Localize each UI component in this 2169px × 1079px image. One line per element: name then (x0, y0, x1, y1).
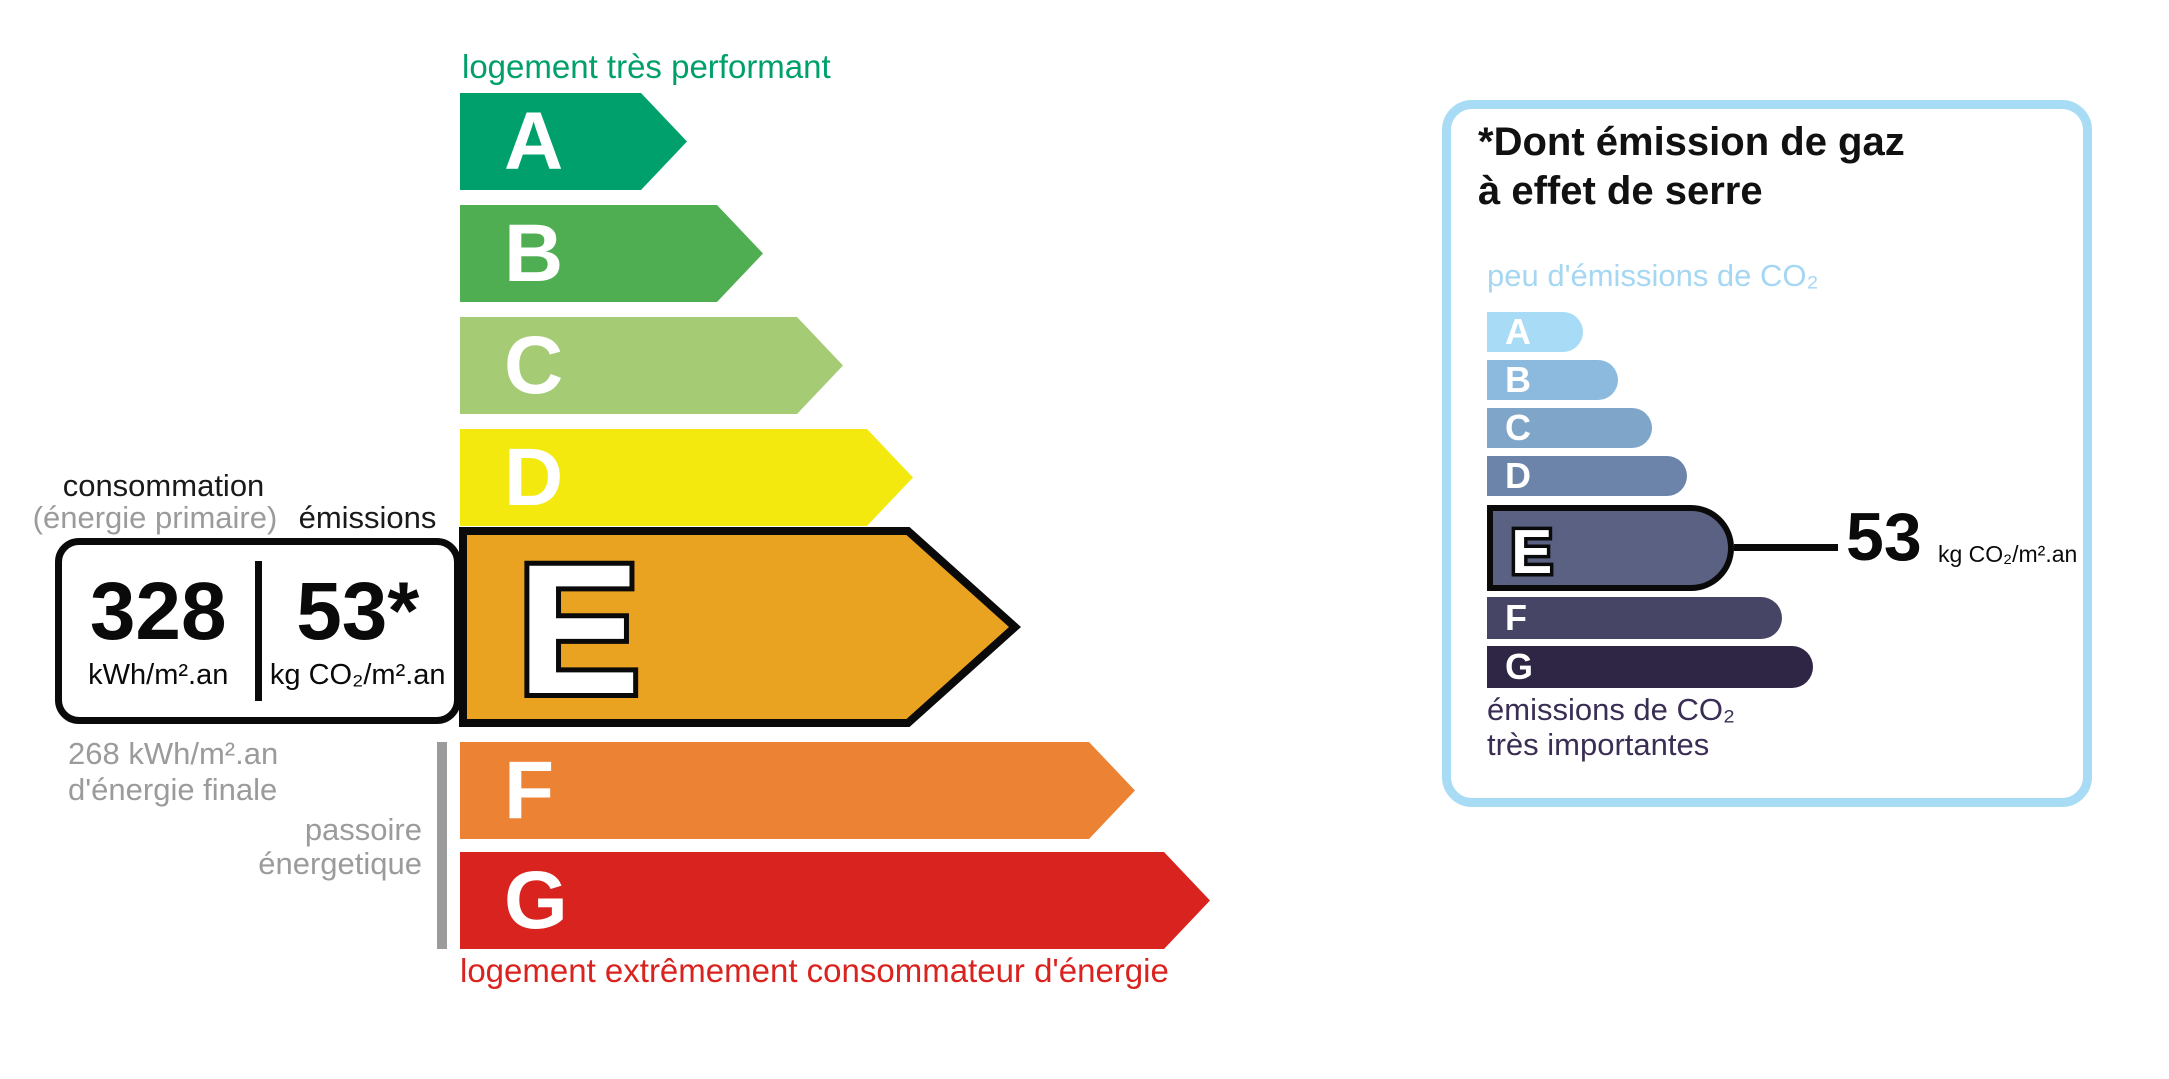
co2-bar-a: A (1487, 311, 1583, 352)
consumption-label: consommation (62, 468, 265, 503)
co2-bar-d-letter: D (1505, 455, 1531, 496)
energy-bar-g-letter: G (504, 854, 568, 946)
co2-value-unit: kg CO₂/m².an (1938, 541, 2078, 567)
energy-bar-d: D (460, 429, 913, 526)
energy-bar-e: E (459, 527, 1021, 727)
consumption-unit: kWh/m².an (88, 658, 229, 691)
co2-bar-b: B (1487, 359, 1618, 400)
final-energy-line2: d'énergie finale (68, 772, 278, 807)
energy-bar-g: G (460, 852, 1210, 949)
energy-bar-e-shape (459, 527, 1021, 727)
co2-bar-e-letter-svg: E (1508, 515, 1556, 586)
energy-sieve-line1: passoire (304, 812, 422, 847)
consumption-cell: 328 kWh/m².an (62, 545, 255, 717)
emissions-unit: kg CO₂/m².an (269, 658, 446, 691)
co2-bar-c-letter: C (1505, 407, 1531, 448)
co2-panel-title-line1: *Dont émission de gaz (1478, 120, 1905, 164)
consumption-value: 328 (89, 565, 227, 657)
co2-low-label: peu d'émissions de CO₂ (1487, 258, 1819, 293)
primary-energy-sublabel: (énergie primaire) (32, 500, 278, 535)
co2-bar-e: E (1487, 505, 1734, 591)
co2-high-label-line1: émissions de CO₂ (1487, 692, 1736, 727)
co2-bar-f: F (1487, 597, 1782, 639)
energy-bar-a: A (460, 93, 687, 190)
energy-bar-b: B (460, 205, 763, 302)
co2-bar-f-letter: F (1505, 597, 1527, 638)
bottom-performance-label: logement extrêmement consommateur d'éner… (460, 952, 1169, 989)
co2-bar-b-letter: B (1505, 359, 1531, 400)
co2-panel-title-line2: à effet de serre (1478, 169, 1763, 213)
reading-value-box: 328 kWh/m².an 53* kg CO₂/m².an (55, 538, 461, 724)
energy-sieve-line2: énergetique (258, 846, 422, 881)
emissions-label: émissions (298, 500, 437, 535)
co2-value-connector-line (1734, 544, 1838, 551)
energy-bar-b-letter: B (504, 207, 564, 299)
co2-bar-g: G (1487, 646, 1813, 688)
co2-panel (1442, 100, 2092, 807)
co2-bar-d: D (1487, 455, 1687, 496)
energy-bar-e-letter: E (517, 527, 640, 727)
energy-bar-f-letter: F (504, 744, 555, 836)
co2-panel-title: *Dont émission de gaz à effet de serre (1478, 118, 1905, 216)
top-performance-label: logement très performant (462, 48, 831, 85)
co2-value: 53 (1846, 499, 1922, 575)
co2-bar-a-letter: A (1505, 311, 1531, 352)
co2-bar-g-letter: G (1505, 646, 1534, 687)
emissions-value: 53* (296, 565, 420, 657)
final-energy-line1: 268 kWh/m².an (68, 736, 279, 771)
energy-bar-f: F (460, 742, 1135, 839)
energy-bar-c-letter: C (504, 319, 564, 411)
energy-bar-d-letter: D (504, 431, 564, 523)
emissions-cell: 53* kg CO₂/m².an (262, 545, 455, 717)
co2-bar-e-letter: E (1511, 518, 1552, 585)
energy-bar-c: C (460, 317, 843, 414)
energy-bar-a-letter: A (504, 95, 564, 187)
co2-bar-c: C (1487, 407, 1652, 448)
value-box-divider (254, 561, 262, 701)
energy-sieve-bracket (437, 742, 447, 949)
co2-high-label-line2: très importantes (1487, 727, 1710, 762)
